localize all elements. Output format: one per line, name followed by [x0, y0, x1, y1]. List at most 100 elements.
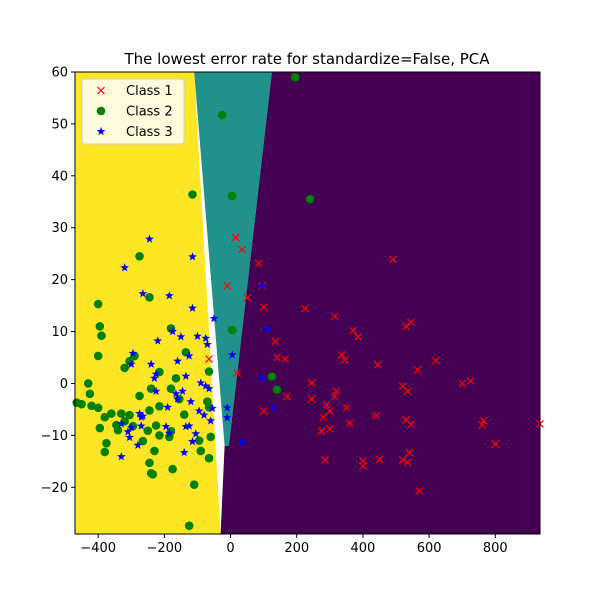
data-point [179, 410, 189, 419]
data-point [317, 427, 326, 436]
data-point [113, 425, 123, 435]
data-point [282, 392, 291, 401]
data-point [407, 420, 415, 429]
data-point [301, 304, 309, 313]
data-point [153, 336, 163, 345]
data-point [257, 281, 267, 290]
data-point [322, 400, 331, 409]
data-point [165, 432, 174, 442]
data-point [403, 458, 412, 467]
legend-label: Class 1 [126, 84, 173, 99]
data-point [145, 292, 154, 302]
data-point [100, 447, 110, 457]
data-point [93, 299, 103, 309]
data-point [168, 326, 178, 336]
data-point [184, 421, 194, 430]
data-point [189, 480, 199, 489]
y-tick-label: 30 [51, 221, 68, 236]
data-point [337, 350, 346, 359]
data-point [171, 389, 181, 398]
data-point [166, 384, 176, 393]
legend: Class 1 Class 2 Class 3 [81, 78, 185, 145]
legend-marker [96, 126, 106, 136]
data-point [478, 421, 487, 429]
data-point [125, 432, 134, 442]
data-point [259, 303, 268, 312]
data-point [138, 411, 148, 420]
data-point [342, 403, 351, 412]
data-point [227, 191, 237, 201]
data-point [151, 369, 161, 378]
legend-label: Class 3 [126, 125, 173, 140]
data-point [161, 421, 171, 431]
data-point [145, 406, 154, 415]
y-axis: −20 −10 0 10 20 30 40 50 60 [41, 66, 75, 496]
legend-marker [96, 106, 106, 116]
data-point [135, 408, 144, 418]
data-point [135, 391, 144, 401]
data-point [196, 378, 206, 387]
data-point [222, 403, 232, 412]
data-point [120, 263, 130, 272]
series-class-1 [205, 233, 544, 495]
x-tick-label: 400 [351, 541, 376, 556]
data-point [128, 348, 138, 358]
data-point [238, 245, 247, 254]
data-point [87, 401, 96, 411]
region-class-2 [194, 72, 272, 446]
data-point [145, 234, 154, 243]
data-point [146, 359, 156, 368]
data-point [155, 402, 164, 411]
data-point [204, 367, 214, 376]
data-point [120, 363, 129, 373]
data-point [164, 428, 174, 438]
data-point [305, 194, 315, 204]
data-point [325, 424, 334, 433]
y-tick-label: −20 [41, 481, 68, 496]
data-point [100, 412, 110, 422]
data-point [204, 453, 214, 463]
data-point [116, 419, 126, 428]
y-tick-label: 10 [51, 325, 68, 340]
data-point [151, 386, 161, 395]
data-point [388, 255, 397, 264]
data-point [102, 438, 111, 448]
data-point [188, 252, 197, 261]
data-point [181, 371, 191, 380]
data-point [194, 436, 204, 445]
legend-entry-class-2: Class 2 [96, 105, 173, 120]
data-point [359, 462, 367, 470]
data-point [133, 440, 143, 449]
data-point [281, 355, 290, 363]
data-point [163, 402, 173, 412]
legend-label: Class 2 [126, 105, 173, 120]
data-point [143, 426, 153, 435]
data-point [233, 369, 242, 378]
y-tick-label: 20 [51, 273, 68, 288]
data-point [93, 403, 103, 413]
x-tick-label: 800 [483, 541, 508, 556]
y-tick-label: −10 [41, 429, 68, 444]
data-point [186, 397, 196, 406]
data-point [254, 259, 263, 268]
decision-regions [75, 72, 540, 534]
data-point [72, 398, 81, 407]
data-point [319, 413, 328, 422]
data-point [330, 392, 339, 401]
data-point [413, 366, 422, 374]
data-point [209, 313, 219, 323]
data-point [207, 403, 217, 413]
data-point [93, 351, 103, 361]
data-points [72, 72, 544, 530]
data-point [372, 411, 381, 420]
data-point [330, 312, 339, 321]
data-point [173, 356, 182, 365]
x-tick-label: 200 [284, 541, 309, 556]
data-point [405, 448, 414, 457]
data-point [340, 356, 349, 365]
data-point [272, 385, 282, 394]
data-point [145, 458, 154, 468]
data-point [125, 410, 134, 420]
data-point [193, 331, 202, 340]
